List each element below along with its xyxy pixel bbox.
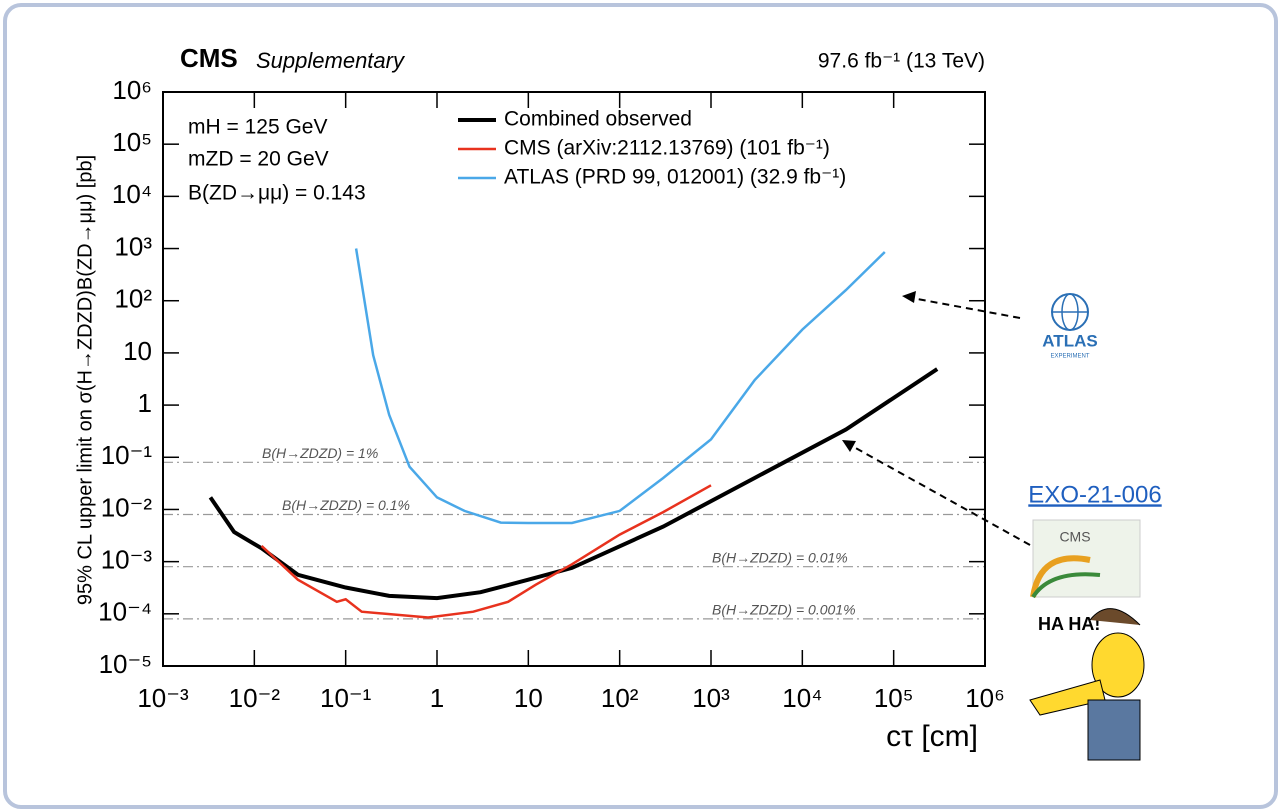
y-tick-label: 10⁴ xyxy=(112,179,152,209)
cartoon: HA HA! xyxy=(1029,608,1145,761)
y-tick-label: 10⁻¹ xyxy=(101,440,153,470)
y-tick-label: 10 xyxy=(123,336,152,366)
y-tick-label: 10⁵ xyxy=(112,127,152,157)
logo-text: ATLAS xyxy=(1042,331,1097,350)
legend-label: Combined observed xyxy=(504,108,692,131)
x-tick-label: 10⁻³ xyxy=(137,683,189,713)
x-axis-label: cτ [cm] xyxy=(886,720,978,753)
x-tick-label: 10⁶ xyxy=(965,683,1005,713)
y-tick-label: 10³ xyxy=(114,231,152,261)
slide-frame xyxy=(3,3,1278,809)
cartoon-body xyxy=(1087,699,1141,761)
x-tick-label: 10 xyxy=(514,683,543,713)
series-line xyxy=(354,248,886,525)
series-line xyxy=(260,484,712,619)
cartoon-head xyxy=(1091,632,1145,698)
legend-label: ATLAS (PRD 99, 012001) (32.9 fb⁻¹) xyxy=(504,166,846,189)
reference-label: B(H→ZDZD) = 0.1% xyxy=(282,497,410,513)
arrow xyxy=(911,297,1021,319)
annotation: mZD = 20 GeV xyxy=(188,148,329,171)
logo-text: EXPERIMENT xyxy=(1050,354,1089,360)
x-tick-label: 10³ xyxy=(692,683,730,713)
x-tick-label: 10² xyxy=(601,683,639,713)
arrow-head xyxy=(842,440,856,452)
annotation: mH = 125 GeV xyxy=(188,116,327,139)
y-tick-label: 10⁶ xyxy=(112,75,152,105)
chart-title: CMS xyxy=(180,43,238,73)
y-tick-label: 10⁻⁴ xyxy=(98,597,152,627)
y-tick-label: 10⁻³ xyxy=(101,545,153,575)
link[interactable]: EXO-21-006 xyxy=(1028,481,1161,508)
atlas-logo: ATLAS EXPERIMENT xyxy=(1042,293,1098,360)
x-tick-label: 10⁴ xyxy=(782,683,822,713)
logo-text: CMS xyxy=(1059,529,1090,545)
x-tick-label: 10⁻¹ xyxy=(320,683,372,713)
y-tick-label: 10² xyxy=(114,284,152,314)
x-tick-label: 1 xyxy=(430,683,444,713)
luminosity: 97.6 fb⁻¹ (13 TeV) xyxy=(818,50,985,73)
annotation: B(ZD→μμ) = 0.143 xyxy=(188,182,366,205)
cartoon-hair xyxy=(1089,608,1141,626)
arrows xyxy=(851,297,1031,546)
logo-arc xyxy=(1031,572,1101,599)
cartoon-text: HA HA! xyxy=(1038,614,1100,634)
arrow-head xyxy=(902,291,916,303)
arrow xyxy=(851,445,1031,546)
reference-label: B(H→ZDZD) = 1% xyxy=(262,445,378,461)
y-tick-label: 10⁻⁵ xyxy=(99,649,152,679)
plot-frame xyxy=(162,91,986,667)
chart-subtitle: Supplementary xyxy=(256,48,406,73)
cms-logo: CMS xyxy=(1030,519,1141,599)
y-tick-label: 10⁻² xyxy=(101,492,153,522)
x-tick-label: 10⁵ xyxy=(874,683,914,713)
y-axis-label: 95% CL upper limit on σ(H→ZDZD)B(ZD→μμ) … xyxy=(74,155,96,605)
reference-label: B(H→ZDZD) = 0.001% xyxy=(712,602,856,618)
legend-label: CMS (arXiv:2112.13769) (101 fb⁻¹) xyxy=(504,137,830,160)
x-tick-label: 10⁻² xyxy=(229,683,281,713)
logo-arc xyxy=(1030,555,1091,598)
reference-label: B(H→ZDZD) = 0.01% xyxy=(712,549,848,565)
y-tick-label: 1 xyxy=(138,388,152,418)
